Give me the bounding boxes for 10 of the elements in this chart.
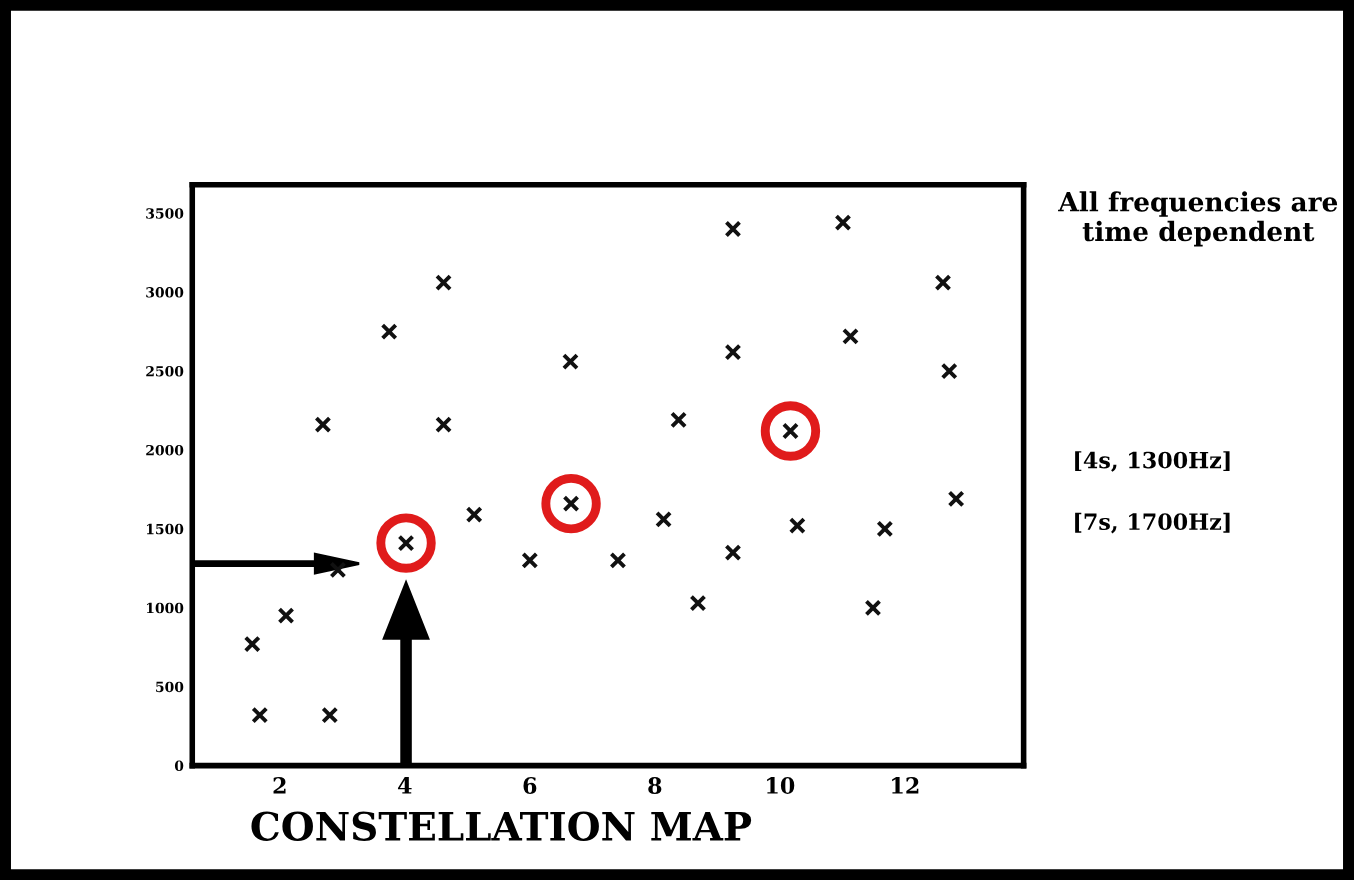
x-tick-label: 4 <box>397 777 412 794</box>
x-tick-label: 8 <box>648 777 662 794</box>
text: All frequencies are time dependent <box>1058 191 1338 247</box>
x-tick-label: 2 <box>273 777 286 794</box>
text: [4s, 1300Hz] <box>1075 451 1230 472</box>
text: [7s, 1700Hz] <box>1075 512 1230 534</box>
x-tick-label: 10 <box>767 777 795 794</box>
x-tick-label: 12 <box>892 777 919 794</box>
text: CONSTELLATION MAP <box>251 811 752 841</box>
x-tick-label: 6 <box>523 777 537 794</box>
